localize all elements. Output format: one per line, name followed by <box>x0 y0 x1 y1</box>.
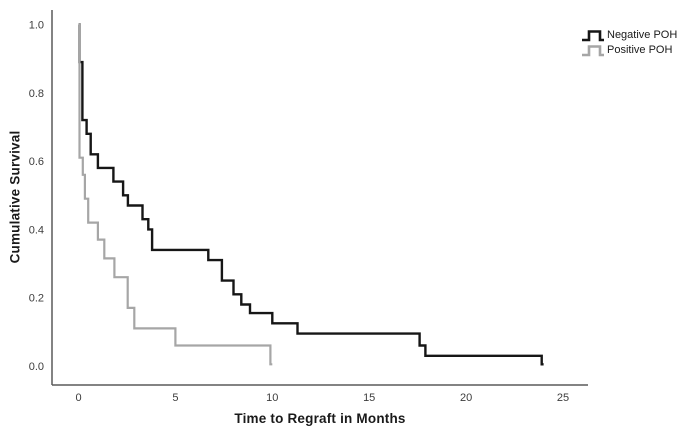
x-tick-label: 15 <box>363 392 375 404</box>
step-line-marker-icon <box>582 44 604 56</box>
x-tick-label: 10 <box>266 392 278 404</box>
y-tick-label: 1.0 <box>29 20 44 32</box>
y-axis-title: Cumulative Survival <box>7 130 23 264</box>
x-axis-title: Time to Regraft in Months <box>234 411 406 426</box>
y-tick-label: 0.2 <box>29 293 44 305</box>
legend-item-negative-poh: Negative POH <box>581 27 677 42</box>
legend-item-positive-poh: Positive POH <box>581 42 677 57</box>
x-tick-label: 20 <box>460 392 472 404</box>
legend: Negative POH Positive POH <box>581 27 677 57</box>
y-tick-label: 0.6 <box>29 156 44 168</box>
positive-poh-curve <box>78 23 273 366</box>
x-tick-label: 5 <box>172 392 178 404</box>
x-tick-label: 25 <box>557 392 569 404</box>
legend-label-negative-poh: Negative POH <box>607 28 678 41</box>
negative-poh-curve <box>78 23 544 366</box>
step-line-marker-icon <box>582 29 604 41</box>
y-tick-label: 0.8 <box>29 88 44 100</box>
y-tick-label: 0.4 <box>29 224 44 236</box>
x-tick-label: 0 <box>75 392 81 404</box>
legend-label-positive-poh: Positive POH <box>607 43 673 56</box>
y-tick-label: 0.0 <box>29 361 44 373</box>
